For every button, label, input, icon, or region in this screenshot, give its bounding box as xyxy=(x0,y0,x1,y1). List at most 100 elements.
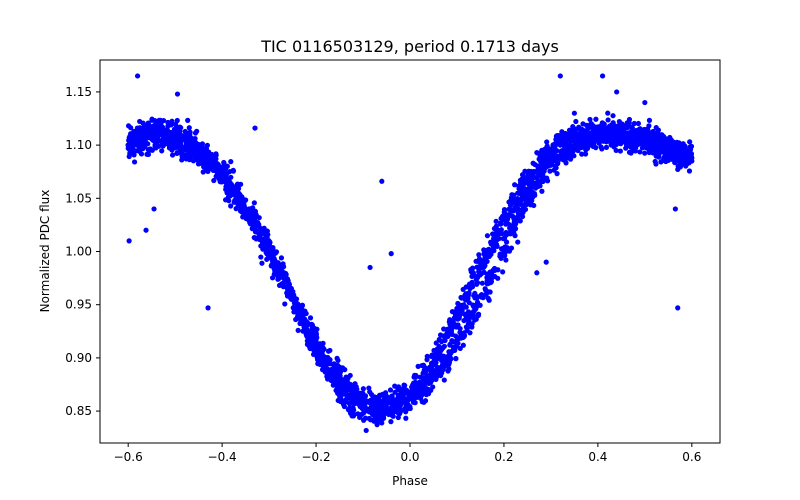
data-point xyxy=(403,389,410,395)
data-point xyxy=(395,396,402,402)
data-point xyxy=(441,326,447,332)
data-point xyxy=(368,417,374,423)
data-point xyxy=(392,383,398,389)
data-point xyxy=(171,130,178,136)
data-point xyxy=(138,151,145,157)
data-point xyxy=(653,161,659,167)
data-point xyxy=(347,372,353,379)
data-point xyxy=(686,168,693,174)
data-point xyxy=(424,353,430,359)
data-point xyxy=(276,282,283,288)
data-point xyxy=(145,151,152,158)
data-point xyxy=(238,201,244,207)
data-point xyxy=(554,171,560,177)
data-point xyxy=(524,201,530,208)
data-point xyxy=(435,349,441,356)
data-point xyxy=(273,250,279,256)
data-point xyxy=(380,415,387,421)
data-point xyxy=(587,116,593,123)
data-point xyxy=(131,159,138,165)
data-point xyxy=(484,271,491,277)
data-point xyxy=(593,116,599,122)
data-point xyxy=(557,142,563,148)
data-point xyxy=(233,183,239,190)
data-point xyxy=(538,174,545,180)
data-point xyxy=(143,227,149,233)
data-point xyxy=(387,387,394,393)
data-point xyxy=(469,321,475,327)
data-point xyxy=(444,356,451,362)
y-tick-label: 0.85 xyxy=(65,404,92,418)
data-point xyxy=(614,132,620,139)
data-point xyxy=(629,124,635,131)
data-point xyxy=(282,301,288,307)
data-point xyxy=(447,342,453,348)
data-point xyxy=(600,122,607,128)
data-point xyxy=(327,361,333,367)
data-point xyxy=(152,142,158,148)
data-point xyxy=(207,160,213,166)
data-point xyxy=(336,389,342,395)
data-point xyxy=(398,401,404,407)
data-point xyxy=(317,341,323,347)
data-point xyxy=(372,415,378,422)
data-point xyxy=(544,139,550,145)
data-point xyxy=(646,117,653,123)
data-point xyxy=(529,171,535,177)
data-point xyxy=(285,289,291,295)
data-point xyxy=(648,134,654,140)
data-point xyxy=(679,154,686,160)
data-point xyxy=(253,223,260,229)
data-point xyxy=(642,139,648,145)
data-point xyxy=(342,399,348,405)
data-point xyxy=(650,130,656,136)
x-axis: −0.6 −0.4 −0.2 0.0 0.2 0.4 0.6 xyxy=(114,443,701,464)
data-point xyxy=(498,221,504,227)
data-point xyxy=(485,248,491,255)
data-point xyxy=(342,367,348,373)
data-point xyxy=(311,336,317,342)
data-point xyxy=(535,183,541,190)
data-point xyxy=(428,373,434,379)
data-point xyxy=(388,405,394,411)
data-point xyxy=(223,186,229,193)
data-point xyxy=(591,130,597,136)
data-point xyxy=(447,321,453,327)
data-point xyxy=(501,216,507,223)
data-point xyxy=(675,166,681,173)
data-point xyxy=(503,239,510,245)
data-point xyxy=(517,210,523,216)
x-tick-label: 0.2 xyxy=(494,450,513,464)
data-point xyxy=(369,408,376,414)
data-point xyxy=(459,307,465,313)
data-point xyxy=(664,151,670,157)
data-point xyxy=(407,395,413,401)
data-point xyxy=(642,99,648,106)
data-point xyxy=(599,73,606,79)
data-point xyxy=(275,270,282,276)
data-point xyxy=(469,312,475,318)
data-point xyxy=(428,387,434,394)
data-point xyxy=(300,328,306,334)
data-point xyxy=(492,230,498,237)
data-point xyxy=(637,149,643,155)
data-point xyxy=(420,370,426,376)
data-point xyxy=(585,126,591,132)
data-point xyxy=(263,230,269,236)
data-point xyxy=(201,146,208,152)
data-point xyxy=(522,168,528,174)
data-point xyxy=(535,178,541,184)
data-point xyxy=(422,366,428,372)
data-point xyxy=(489,272,495,278)
data-point xyxy=(362,401,368,408)
data-point xyxy=(529,179,535,185)
data-point xyxy=(268,263,274,269)
data-point xyxy=(278,255,285,261)
x-axis-label: Phase xyxy=(392,474,428,488)
data-point xyxy=(306,338,312,344)
data-point xyxy=(675,305,681,311)
data-point xyxy=(213,173,219,179)
data-point xyxy=(641,126,647,133)
data-point xyxy=(444,331,451,338)
